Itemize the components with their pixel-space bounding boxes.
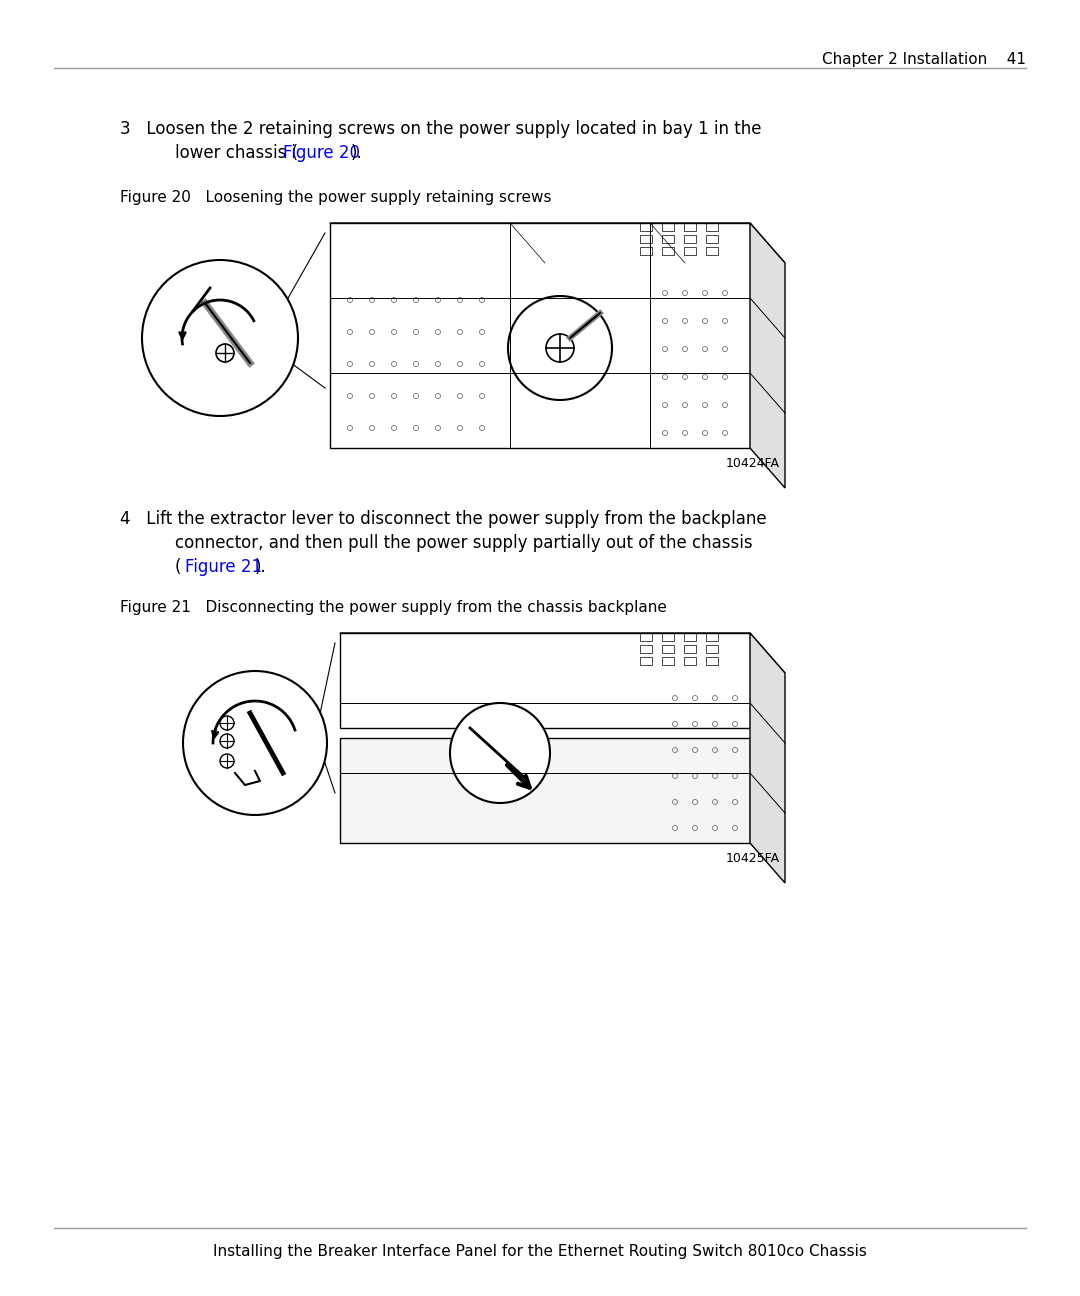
Bar xyxy=(684,235,696,244)
Polygon shape xyxy=(340,737,750,842)
Polygon shape xyxy=(750,632,785,883)
Text: ).: ). xyxy=(351,144,363,162)
Text: lower chassis (: lower chassis ( xyxy=(175,144,298,162)
Bar xyxy=(706,632,718,642)
Bar xyxy=(706,235,718,244)
Bar xyxy=(684,632,696,642)
Text: Figure 21: Figure 21 xyxy=(185,559,262,575)
Bar xyxy=(640,223,652,231)
Bar xyxy=(706,645,718,653)
Polygon shape xyxy=(330,223,750,448)
Bar xyxy=(706,248,718,255)
Text: 10425FA: 10425FA xyxy=(726,851,780,864)
Bar xyxy=(640,632,652,642)
Bar xyxy=(640,235,652,244)
Text: (: ( xyxy=(175,559,181,575)
Text: Installing the Breaker Interface Panel for the Ethernet Routing Switch 8010co Ch: Installing the Breaker Interface Panel f… xyxy=(213,1244,867,1258)
Polygon shape xyxy=(750,223,785,489)
Bar xyxy=(684,248,696,255)
Text: 4   Lift the extractor lever to disconnect the power supply from the backplane: 4 Lift the extractor lever to disconnect… xyxy=(120,511,767,527)
Text: connector, and then pull the power supply partially out of the chassis: connector, and then pull the power suppl… xyxy=(175,534,753,552)
Bar xyxy=(662,657,674,665)
Bar xyxy=(640,645,652,653)
Circle shape xyxy=(450,702,550,804)
Text: 10424FA: 10424FA xyxy=(726,457,780,470)
Polygon shape xyxy=(330,223,785,263)
Bar xyxy=(662,248,674,255)
Polygon shape xyxy=(340,632,750,727)
Bar xyxy=(640,657,652,665)
Bar xyxy=(684,223,696,231)
Bar xyxy=(706,223,718,231)
Text: Figure 20: Figure 20 xyxy=(283,144,360,162)
Bar xyxy=(662,632,674,642)
Text: 3   Loosen the 2 retaining screws on the power supply located in bay 1 in the: 3 Loosen the 2 retaining screws on the p… xyxy=(120,121,761,137)
Circle shape xyxy=(183,671,327,815)
Bar xyxy=(706,657,718,665)
Bar xyxy=(662,235,674,244)
Bar xyxy=(684,657,696,665)
Bar xyxy=(662,645,674,653)
Text: ).: ). xyxy=(255,559,267,575)
Circle shape xyxy=(141,260,298,416)
Bar xyxy=(640,248,652,255)
Polygon shape xyxy=(340,632,785,673)
Text: Chapter 2 Installation    41: Chapter 2 Installation 41 xyxy=(822,52,1026,67)
Text: Figure 20   Loosening the power supply retaining screws: Figure 20 Loosening the power supply ret… xyxy=(120,191,552,205)
Text: Figure 21   Disconnecting the power supply from the chassis backplane: Figure 21 Disconnecting the power supply… xyxy=(120,600,666,616)
Bar xyxy=(684,645,696,653)
Bar xyxy=(662,223,674,231)
Circle shape xyxy=(508,295,612,400)
